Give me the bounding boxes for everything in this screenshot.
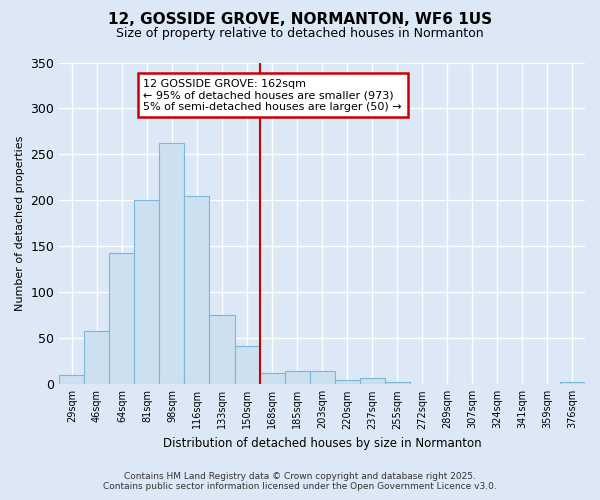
Bar (359, 378, 385, 384)
Bar (59, 375, 85, 384)
Bar (284, 372, 310, 384)
Bar (235, 346, 260, 385)
Text: Size of property relative to detached houses in Normanton: Size of property relative to detached ho… (116, 28, 484, 40)
Bar (85, 331, 109, 384)
Text: 12 GOSSIDE GROVE: 162sqm
← 95% of detached houses are smaller (973)
5% of semi-d: 12 GOSSIDE GROVE: 162sqm ← 95% of detach… (143, 78, 402, 112)
Text: 12, GOSSIDE GROVE, NORMANTON, WF6 1US: 12, GOSSIDE GROVE, NORMANTON, WF6 1US (108, 12, 492, 28)
Y-axis label: Number of detached properties: Number of detached properties (15, 136, 25, 311)
Bar (335, 380, 359, 384)
Bar (184, 196, 209, 384)
Bar (109, 253, 134, 384)
Text: Contains HM Land Registry data © Crown copyright and database right 2025.
Contai: Contains HM Land Registry data © Crown c… (103, 472, 497, 491)
Bar (260, 374, 284, 384)
Bar (310, 372, 335, 384)
Bar (160, 144, 184, 384)
Bar (385, 382, 410, 384)
Bar (134, 200, 160, 384)
Bar (209, 316, 235, 384)
Bar (560, 382, 585, 384)
X-axis label: Distribution of detached houses by size in Normanton: Distribution of detached houses by size … (163, 437, 481, 450)
